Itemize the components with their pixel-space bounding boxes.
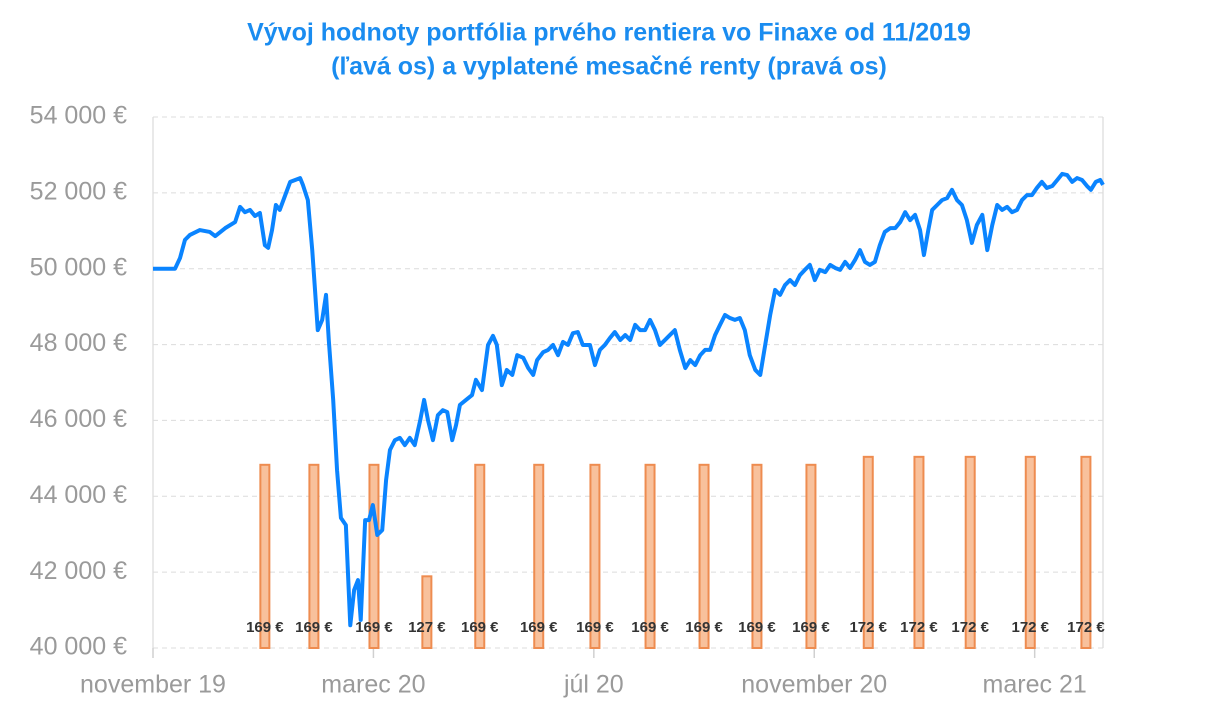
data-label: 172 € xyxy=(951,619,989,636)
x-tick-label: november 20 xyxy=(741,671,887,699)
data-label: 172 € xyxy=(849,619,887,636)
data-label: 169 € xyxy=(576,619,614,636)
bar xyxy=(421,575,433,649)
line xyxy=(153,171,1105,628)
data-label: 169 € xyxy=(295,619,333,636)
x-tick-label: marec 20 xyxy=(321,671,425,699)
data-label: 169 € xyxy=(355,619,393,636)
data-label: 169 € xyxy=(792,619,830,636)
data-label: 169 € xyxy=(738,619,776,636)
x-tick-label: november 19 xyxy=(80,671,226,699)
bar xyxy=(474,463,486,649)
bar xyxy=(589,463,601,649)
x-tick-label: júl 20 xyxy=(563,671,624,699)
x-tick-label: marec 21 xyxy=(983,671,1087,699)
y-tick-label: 48 000 € xyxy=(30,329,127,357)
data-label: 169 € xyxy=(246,619,284,636)
data-label: 127 € xyxy=(408,619,446,636)
bar xyxy=(751,463,763,649)
y-tick-label: 54 000 € xyxy=(30,102,127,130)
y-tick-label: 46 000 € xyxy=(30,405,127,433)
chart-title: Vývoj hodnoty portfólia prvého rentiera … xyxy=(247,19,971,47)
bar xyxy=(644,463,656,649)
bar xyxy=(533,463,545,649)
bar xyxy=(1080,455,1092,649)
data-label: 169 € xyxy=(685,619,723,636)
data-label: 172 € xyxy=(1011,619,1049,636)
bar xyxy=(698,463,710,649)
data-label: 169 € xyxy=(520,619,558,636)
bar xyxy=(913,455,925,649)
bar xyxy=(862,455,874,649)
data-label: 169 € xyxy=(461,619,499,636)
y-tick-label: 40 000 € xyxy=(30,633,127,661)
y-tick-label: 52 000 € xyxy=(30,177,127,205)
data-label: 172 € xyxy=(1067,619,1105,636)
bar xyxy=(368,463,380,649)
data-label: 172 € xyxy=(900,619,938,636)
bar xyxy=(1024,455,1036,649)
y-tick-label: 44 000 € xyxy=(30,481,127,509)
data-label: 169 € xyxy=(631,619,669,636)
y-tick-label: 42 000 € xyxy=(30,557,127,585)
y-tick-label: 50 000 € xyxy=(30,253,127,281)
bar xyxy=(308,463,320,649)
chart-title: (ľavá os) a vyplatené mesačné renty (pra… xyxy=(331,53,887,81)
bar xyxy=(259,463,271,649)
bar xyxy=(964,455,976,649)
bar xyxy=(805,463,817,649)
